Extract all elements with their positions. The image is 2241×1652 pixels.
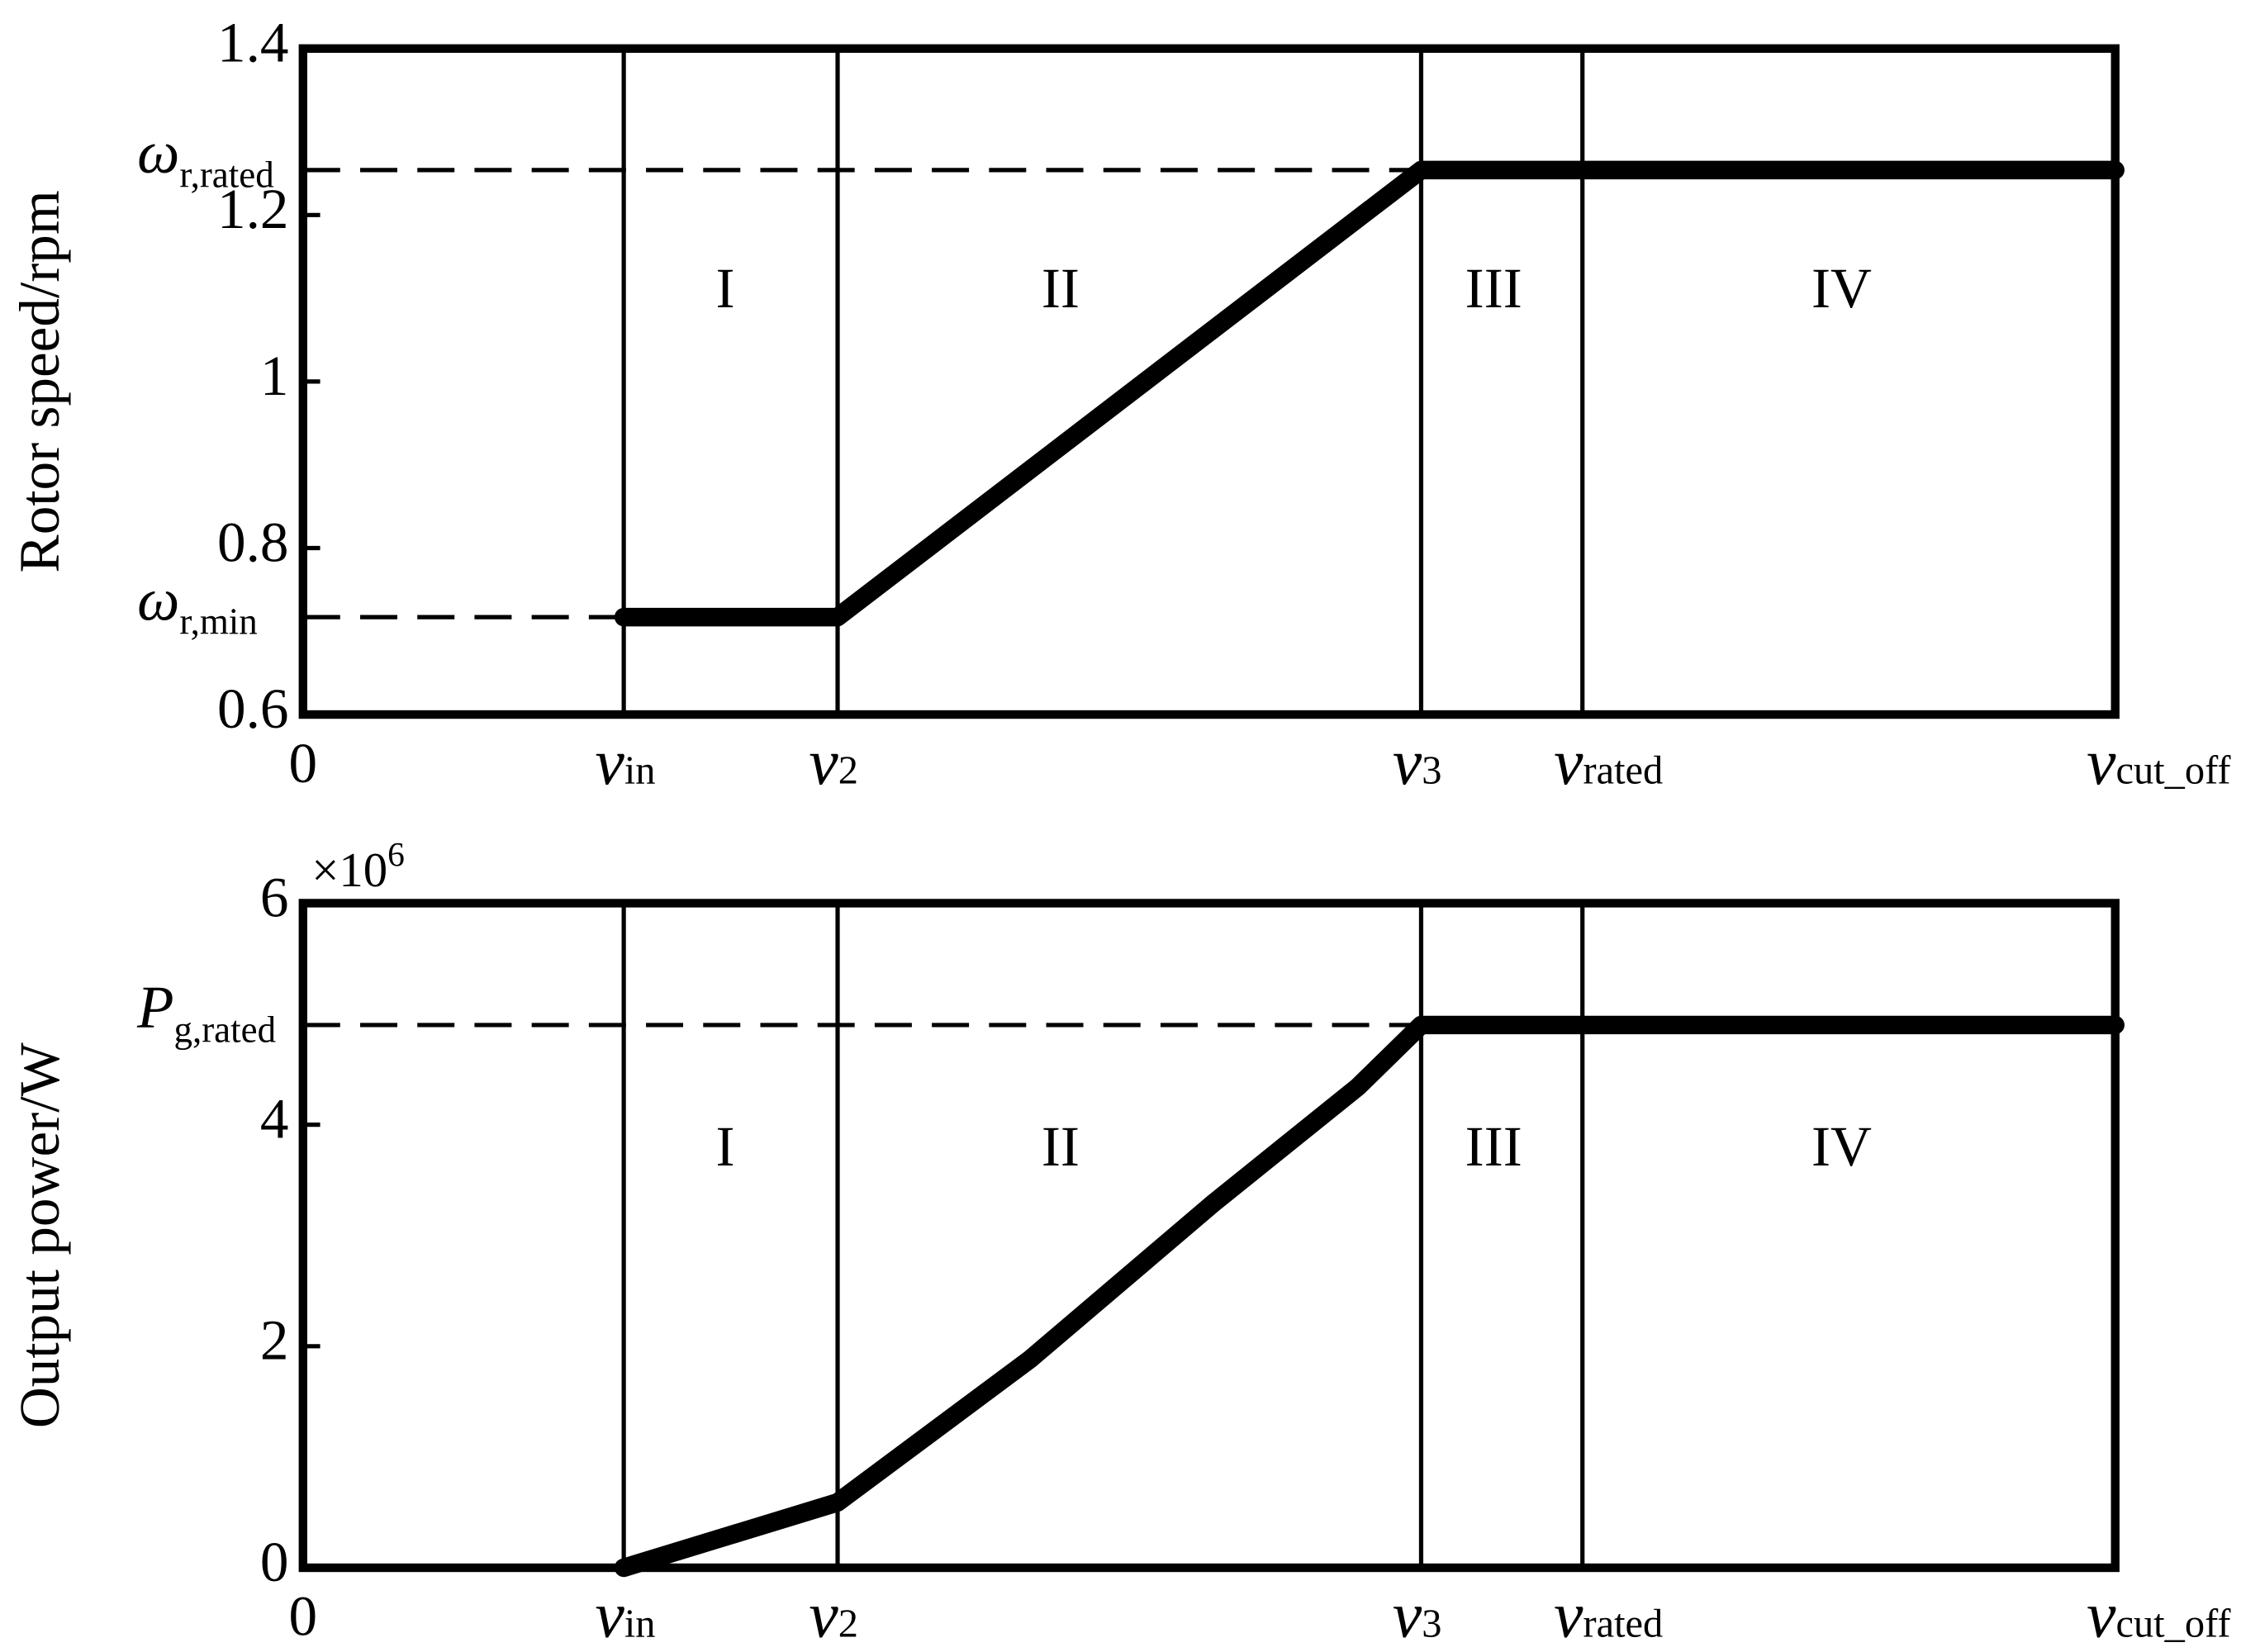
x-tick-subscript: in bbox=[624, 749, 656, 793]
x-tick-subscript: 2 bbox=[838, 749, 858, 793]
y-tick-label: 0.6 bbox=[217, 676, 288, 740]
reference-subscript: r,min bbox=[179, 601, 257, 643]
x-tick-label: vcut_off bbox=[2087, 1579, 2231, 1652]
region-label: I bbox=[715, 1114, 734, 1178]
y-tick-label: 1 bbox=[260, 344, 289, 407]
x-tick-symbol: v bbox=[596, 726, 625, 799]
x-tick-label: vrated bbox=[1554, 726, 1663, 799]
plot-frame bbox=[298, 44, 2120, 719]
series-line bbox=[614, 160, 2125, 627]
x-tick-subscript: 3 bbox=[1422, 1602, 1441, 1646]
region-label: II bbox=[1042, 256, 1080, 320]
reference-label: ωr,min bbox=[137, 566, 258, 643]
x-tick-subscript: 2 bbox=[838, 1602, 858, 1646]
x-tick-symbol: v bbox=[1554, 1579, 1583, 1652]
multiplier-base: ×10 bbox=[311, 843, 387, 896]
x-tick-label: 0 bbox=[289, 1584, 318, 1648]
y-tick-label: 4 bbox=[260, 1086, 289, 1150]
x-tick-label: vcut_off bbox=[2087, 726, 2231, 799]
x-tick-label: vin bbox=[596, 726, 656, 799]
y-tick-label: 1.2 bbox=[217, 177, 288, 240]
reference-symbol: ω bbox=[137, 566, 179, 633]
axis-multiplier: ×106 bbox=[311, 835, 405, 897]
x-tick-symbol: v bbox=[809, 726, 838, 799]
reference-label: Pg,rated bbox=[136, 974, 276, 1051]
region-label: III bbox=[1465, 1114, 1522, 1178]
y-tick-label: 0.8 bbox=[217, 510, 288, 573]
x-tick-label: v2 bbox=[809, 1579, 858, 1652]
x-tick-symbol: v bbox=[596, 1579, 625, 1652]
x-tick-subscript: cut_off bbox=[2115, 1602, 2231, 1646]
region-label: III bbox=[1465, 256, 1522, 320]
x-tick-symbol: v bbox=[1393, 726, 1422, 799]
y-axis-label: Rotor speed/rpm bbox=[7, 190, 71, 572]
x-tick-label: 0 bbox=[289, 731, 318, 795]
x-tick-subscript: 3 bbox=[1422, 749, 1441, 793]
reference-symbol: P bbox=[136, 974, 173, 1041]
series-line bbox=[614, 1015, 2125, 1578]
reference-subscript: r,rated bbox=[179, 154, 273, 196]
region-label: I bbox=[715, 256, 734, 320]
x-tick-label: v2 bbox=[809, 726, 858, 799]
x-tick-symbol: v bbox=[1554, 726, 1583, 799]
region-label: IV bbox=[1811, 256, 1872, 320]
x-tick-label: v3 bbox=[1393, 726, 1442, 799]
x-tick-symbol: v bbox=[2087, 726, 2116, 799]
x-tick-subscript: rated bbox=[1583, 749, 1663, 793]
x-tick-symbol: 0 bbox=[289, 1584, 318, 1648]
x-tick-symbol: v bbox=[809, 1579, 838, 1652]
y-axis-label: Output power/W bbox=[7, 1042, 71, 1429]
x-tick-label: vin bbox=[596, 1579, 656, 1652]
x-tick-label: vrated bbox=[1554, 1579, 1663, 1652]
x-tick-label: v3 bbox=[1393, 1579, 1442, 1652]
y-tick-label: 0 bbox=[260, 1530, 289, 1593]
y-tick-label: 2 bbox=[260, 1308, 289, 1372]
x-tick-subscript: rated bbox=[1583, 1602, 1663, 1646]
reference-symbol: ω bbox=[137, 119, 179, 186]
region-label: II bbox=[1042, 1114, 1080, 1178]
reference-label: ωr,rated bbox=[137, 119, 274, 196]
y-tick-label: 6 bbox=[260, 865, 289, 928]
x-tick-subscript: cut_off bbox=[2115, 749, 2231, 793]
plot-frame bbox=[298, 899, 2120, 1573]
x-tick-symbol: v bbox=[1393, 1579, 1422, 1652]
x-tick-symbol: v bbox=[2087, 1579, 2116, 1652]
x-tick-subscript: in bbox=[624, 1602, 656, 1646]
x-tick-symbol: 0 bbox=[289, 731, 318, 795]
reference-subscript: g,rated bbox=[173, 1009, 276, 1051]
y-tick-label: 1.4 bbox=[217, 11, 288, 74]
region-label: IV bbox=[1811, 1114, 1872, 1178]
multiplier-exponent: 6 bbox=[387, 835, 405, 873]
